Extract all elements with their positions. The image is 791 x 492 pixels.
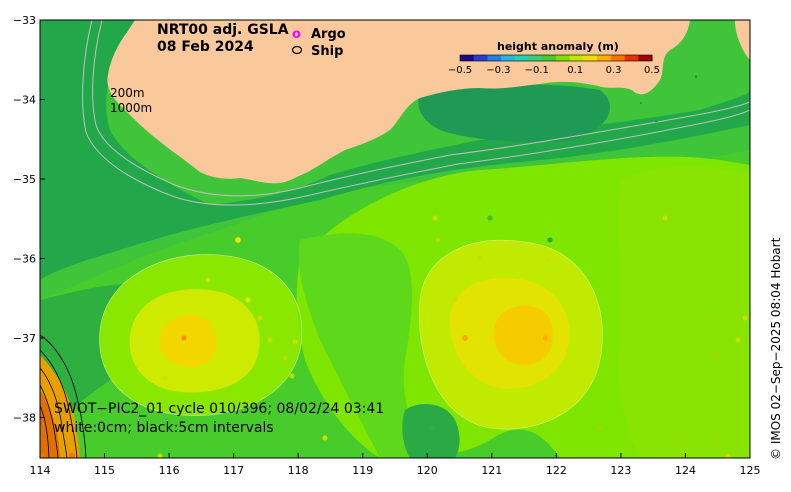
y-tick-label: −33 <box>13 14 36 27</box>
coastal-dark-patch <box>418 84 610 142</box>
shelf-zone <box>40 20 750 280</box>
colorbar-tick-label: −0.3 <box>486 65 510 76</box>
contour-interval-info: white:0cm; black:5cm intervals <box>54 420 274 436</box>
colorbar-tick-label: −0.5 <box>448 65 472 76</box>
y-tick-label: −34 <box>13 94 36 107</box>
x-tick-label: 120 <box>417 464 438 477</box>
colorbar-tick-label: 0.1 <box>567 65 583 76</box>
x-tick-label: 115 <box>94 464 115 477</box>
colorbar-segment <box>542 55 557 61</box>
x-tick-label: 114 <box>30 464 51 477</box>
isobaths <box>82 20 750 206</box>
colorbar: −0.5 −0.3 −0.1 0.1 0.3 0.5 <box>448 54 660 76</box>
colorbar-segment <box>501 55 516 61</box>
southwest-peak <box>40 390 60 458</box>
far-east-zone <box>618 166 750 458</box>
isobath-label-1000m: 1000m <box>110 101 152 115</box>
x-axis: 114 115 116 117 118 119 120 121 122 123 124 125 <box>30 453 761 477</box>
x-tick-label: 122 <box>546 464 567 477</box>
isobath-200m <box>92 20 750 197</box>
colorbar-segment <box>528 55 543 61</box>
ship-legend-label: Ship <box>311 44 343 59</box>
y-axis: −33 −34 −35 −36 −37 −38 <box>13 14 45 425</box>
x-tick-label: 125 <box>740 464 761 477</box>
west-eddy-core <box>159 314 217 368</box>
plot-frame <box>39 19 751 459</box>
x-tick-label: 119 <box>352 464 373 477</box>
x-tick-label: 117 <box>223 464 244 477</box>
argo-marker-icon: o <box>292 27 301 42</box>
isobath-1000m <box>82 20 750 206</box>
x-tick-label: 118 <box>288 464 309 477</box>
colorbar-segment <box>514 55 530 61</box>
y-tick-label: −35 <box>13 173 36 186</box>
colorbar-tick-label: 0.5 <box>644 65 660 76</box>
colorbar-segment <box>597 55 612 61</box>
colorbar-segment <box>638 55 653 61</box>
x-tick-label: 123 <box>610 464 631 477</box>
coastal-speckles <box>545 75 697 122</box>
central-channel <box>298 233 420 458</box>
y-tick-label: −36 <box>13 253 36 266</box>
colorbar-segment <box>556 55 571 61</box>
colorbar-frame <box>459 54 653 62</box>
south-dark-patch <box>402 404 460 458</box>
colorbar-segment <box>460 55 475 61</box>
y-tick-label: −37 <box>13 332 36 345</box>
map-title-product: NRT00 adj. GSLA <box>157 22 289 38</box>
colorbar-segment <box>624 55 639 61</box>
colorbar-title: height anomaly (m) <box>497 40 619 53</box>
map-title-date: 08 Feb 2024 <box>157 39 254 55</box>
ship-marker-icon <box>291 45 303 55</box>
swath-pass-info: SWOT−PIC2_01 cycle 010/396; 08/02/24 03:… <box>54 401 384 417</box>
colorbar-segment <box>610 55 626 61</box>
observation-markers <box>40 215 748 458</box>
colorbar-segment <box>583 55 598 61</box>
east-eddy-core <box>493 305 553 365</box>
x-tick-label: 124 <box>675 464 696 477</box>
x-tick-label: 116 <box>159 464 180 477</box>
isobath-label-200m: 200m <box>110 86 145 100</box>
colorbar-segment <box>473 55 488 61</box>
x-tick-label: 121 <box>481 464 502 477</box>
colorbar-tick-label: 0.3 <box>606 65 622 76</box>
imos-credit: © IMOS 02−Sep−2025 08:04 Hobart <box>769 237 783 460</box>
colorbar-segment <box>569 55 584 61</box>
map-plot-area <box>40 20 750 458</box>
y-tick-label: −38 <box>13 412 36 425</box>
colorbar-tick-label: −0.1 <box>525 65 549 76</box>
black-contours <box>40 334 87 458</box>
colorbar-segment <box>487 55 502 61</box>
land-mass-east <box>735 20 750 60</box>
argo-legend-label: Argo <box>311 27 346 42</box>
